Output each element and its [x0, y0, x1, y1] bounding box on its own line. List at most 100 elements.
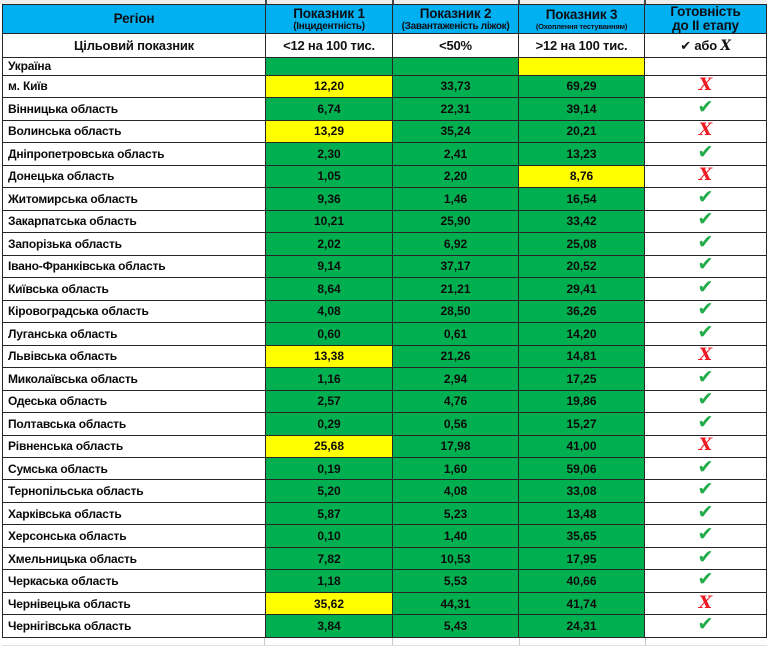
- target-label-cell[interactable]: Цільовий показник: [2, 33, 266, 58]
- indicator1-cell[interactable]: 13,38: [265, 344, 393, 369]
- indicator3-cell[interactable]: 14,81: [518, 344, 645, 369]
- target-indicator2-cell[interactable]: <50%: [392, 33, 519, 58]
- readiness-cell[interactable]: ✔: [644, 367, 767, 391]
- header-cell-indicator3[interactable]: Показник 3 (Охоплення тестуванням): [518, 4, 645, 34]
- indicator1-cell[interactable]: 12,20: [265, 74, 393, 99]
- region-cell[interactable]: Донецька область: [2, 164, 266, 189]
- indicator3-cell[interactable]: 19,86: [518, 389, 645, 414]
- indicator2-cell[interactable]: 21,21: [392, 277, 519, 301]
- indicator2-cell[interactable]: 4,76: [392, 389, 519, 414]
- indicator2-cell[interactable]: 5,23: [392, 501, 519, 526]
- indicator1-cell[interactable]: 10,21: [265, 209, 393, 234]
- indicator2-cell[interactable]: 10,53: [392, 546, 519, 571]
- region-cell[interactable]: Луганська область: [2, 322, 266, 346]
- indicator1-cell[interactable]: 2,57: [265, 389, 393, 414]
- indicator3-cell[interactable]: 20,21: [518, 119, 645, 144]
- region-cell[interactable]: Полтавська область: [2, 412, 266, 436]
- indicator1-cell[interactable]: 1,18: [265, 569, 393, 593]
- indicator3-cell[interactable]: 13,23: [518, 142, 645, 166]
- indicator2-cell[interactable]: 44,31: [392, 591, 519, 616]
- indicator2-cell[interactable]: 5,43: [392, 614, 519, 638]
- region-cell[interactable]: Вінницька область: [2, 97, 266, 121]
- region-cell[interactable]: Україна: [2, 57, 266, 76]
- readiness-cell[interactable]: ✔: [644, 232, 767, 256]
- readiness-cell[interactable]: ✔: [644, 97, 767, 121]
- indicator1-cell[interactable]: 0,60: [265, 322, 393, 346]
- readiness-cell[interactable]: ✔: [644, 456, 767, 481]
- readiness-cell[interactable]: Х: [644, 591, 767, 616]
- target-indicator1-cell[interactable]: <12 на 100 тис.: [265, 33, 393, 58]
- indicator1-cell[interactable]: 9,14: [265, 254, 393, 279]
- readiness-cell[interactable]: ✔: [644, 479, 767, 503]
- indicator3-cell[interactable]: 59,06: [518, 456, 645, 481]
- indicator2-cell[interactable]: 25,90: [392, 209, 519, 234]
- indicator3-cell[interactable]: 13,48: [518, 501, 645, 526]
- indicator3-cell[interactable]: 17,25: [518, 367, 645, 391]
- indicator2-cell[interactable]: 17,98: [392, 434, 519, 458]
- indicator3-cell[interactable]: 33,08: [518, 479, 645, 503]
- indicator1-cell[interactable]: 1,16: [265, 367, 393, 391]
- indicator3-cell[interactable]: 35,65: [518, 524, 645, 548]
- readiness-cell[interactable]: [644, 57, 767, 76]
- indicator1-cell[interactable]: 6,74: [265, 97, 393, 121]
- indicator1-cell[interactable]: 5,87: [265, 501, 393, 526]
- indicator2-cell[interactable]: 2,94: [392, 367, 519, 391]
- indicator2-cell[interactable]: 2,20: [392, 164, 519, 189]
- indicator1-cell[interactable]: 8,64: [265, 277, 393, 301]
- readiness-cell[interactable]: Х: [644, 119, 767, 144]
- indicator3-cell[interactable]: 69,29: [518, 74, 645, 99]
- header-cell-readiness[interactable]: Готовність до ІІ етапу: [644, 4, 767, 34]
- indicator2-cell[interactable]: 33,73: [392, 74, 519, 99]
- indicator3-cell[interactable]: 15,27: [518, 412, 645, 436]
- header-cell-indicator1[interactable]: Показник 1 (Інцидентність): [265, 4, 393, 34]
- indicator2-cell[interactable]: 21,26: [392, 344, 519, 369]
- region-cell[interactable]: Івано-Франківська область: [2, 254, 266, 279]
- indicator2-cell[interactable]: 1,40: [392, 524, 519, 548]
- header-cell-indicator2[interactable]: Показник 2 (Завантаженість ліжок): [392, 4, 519, 34]
- indicator2-cell[interactable]: 0,61: [392, 322, 519, 346]
- readiness-cell[interactable]: ✔: [644, 546, 767, 571]
- readiness-cell[interactable]: ✔: [644, 524, 767, 548]
- indicator3-cell[interactable]: 25,08: [518, 232, 645, 256]
- indicator2-cell[interactable]: 22,31: [392, 97, 519, 121]
- region-cell[interactable]: Дніпропетровська область: [2, 142, 266, 166]
- readiness-cell[interactable]: Х: [644, 434, 767, 458]
- indicator1-cell[interactable]: 1,05: [265, 164, 393, 189]
- readiness-cell[interactable]: ✔: [644, 322, 767, 346]
- readiness-cell[interactable]: ✔: [644, 254, 767, 279]
- readiness-cell[interactable]: ✔: [644, 277, 767, 301]
- readiness-cell[interactable]: ✔: [644, 389, 767, 414]
- indicator3-cell[interactable]: 8,76: [518, 164, 645, 189]
- indicator2-cell[interactable]: [392, 57, 519, 76]
- indicator3-cell[interactable]: 20,52: [518, 254, 645, 279]
- region-cell[interactable]: Волинська область: [2, 119, 266, 144]
- readiness-cell[interactable]: ✔: [644, 142, 767, 166]
- indicator3-cell[interactable]: 39,14: [518, 97, 645, 121]
- readiness-cell[interactable]: ✔: [644, 412, 767, 436]
- indicator2-cell[interactable]: 28,50: [392, 299, 519, 324]
- indicator3-cell[interactable]: 14,20: [518, 322, 645, 346]
- readiness-cell[interactable]: Х: [644, 164, 767, 189]
- region-cell[interactable]: Рівненська область: [2, 434, 266, 458]
- region-cell[interactable]: Чернігівська область: [2, 614, 266, 638]
- indicator3-cell[interactable]: 33,42: [518, 209, 645, 234]
- indicator2-cell[interactable]: 1,46: [392, 187, 519, 211]
- readiness-cell[interactable]: ✔: [644, 569, 767, 593]
- indicator2-cell[interactable]: 37,17: [392, 254, 519, 279]
- indicator1-cell[interactable]: 4,08: [265, 299, 393, 324]
- indicator1-cell[interactable]: 0,19: [265, 456, 393, 481]
- readiness-cell[interactable]: ✔: [644, 501, 767, 526]
- indicator1-cell[interactable]: 2,30: [265, 142, 393, 166]
- region-cell[interactable]: Чернівецька область: [2, 591, 266, 616]
- indicator1-cell[interactable]: 0,10: [265, 524, 393, 548]
- region-cell[interactable]: Харківська область: [2, 501, 266, 526]
- indicator1-cell[interactable]: 3,84: [265, 614, 393, 638]
- region-cell[interactable]: Миколаївська область: [2, 367, 266, 391]
- readiness-cell[interactable]: Х: [644, 74, 767, 99]
- region-cell[interactable]: Сумська область: [2, 456, 266, 481]
- region-cell[interactable]: Тернопільська область: [2, 479, 266, 503]
- indicator1-cell[interactable]: [265, 57, 393, 76]
- region-cell[interactable]: Херсонська область: [2, 524, 266, 548]
- indicator2-cell[interactable]: 1,60: [392, 456, 519, 481]
- readiness-cell[interactable]: Х: [644, 344, 767, 369]
